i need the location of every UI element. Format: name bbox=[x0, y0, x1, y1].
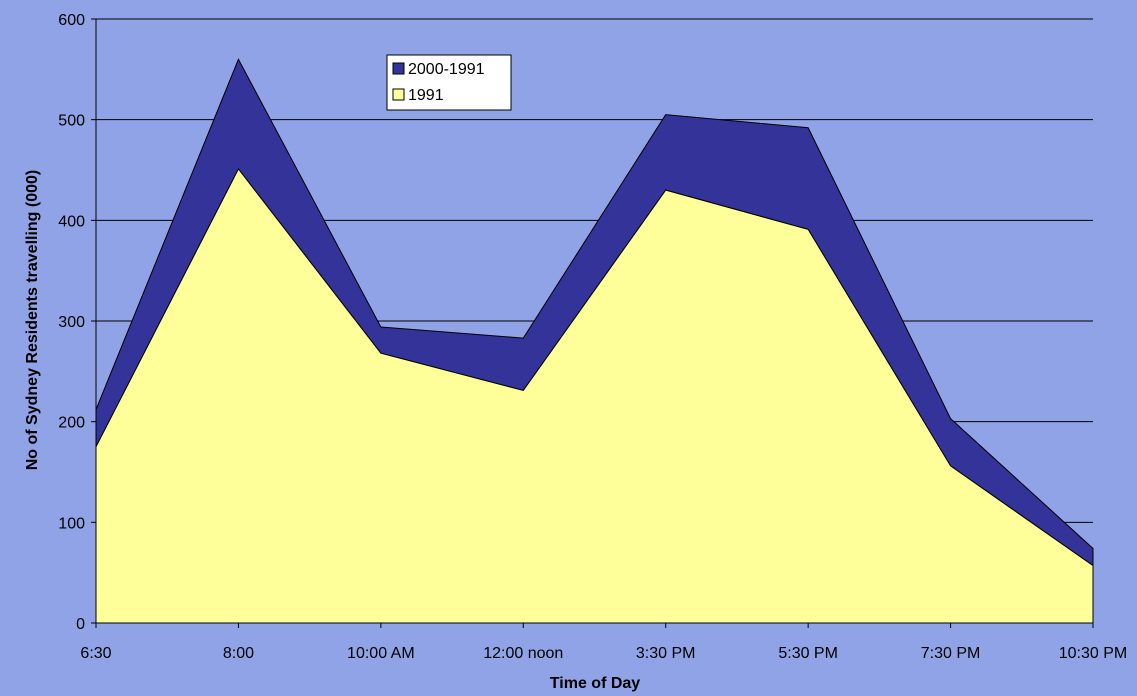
axes bbox=[91, 18, 1094, 628]
y-axis-title: No of Sydney Residents travelling (000) bbox=[24, 170, 41, 471]
legend-label-1991: 1991 bbox=[408, 87, 444, 104]
x-tick-label-7: 10:30 PM bbox=[1059, 645, 1127, 662]
tick-labels: 0 100 200 300 400 500 600 6:30 8:00 10:00 AM 12:00… bbox=[58, 12, 1127, 662]
legend: 2000-1991 1991 bbox=[386, 54, 512, 111]
areas bbox=[95, 58, 1094, 624]
x-tick-label-5: 5:30 PM bbox=[778, 645, 838, 662]
legend-box bbox=[386, 54, 512, 111]
x-tick-label-6: 7:30 PM bbox=[921, 645, 981, 662]
y-tick-label-0: 0 bbox=[76, 616, 85, 633]
x-tick-label-3: 12:00 noon bbox=[483, 645, 563, 662]
y-tick-label-200: 200 bbox=[58, 415, 85, 432]
y-tick-label-500: 500 bbox=[58, 113, 85, 130]
x-tick-label-4: 3:30 PM bbox=[636, 645, 696, 662]
x-tick-label-0: 6:30 bbox=[80, 645, 111, 662]
legend-label-2000-1991: 2000-1991 bbox=[408, 61, 485, 78]
x-tick-label-2: 10:00 AM bbox=[347, 645, 415, 662]
x-tick-label-1: 8:00 bbox=[223, 645, 254, 662]
y-tick-label-400: 400 bbox=[58, 213, 85, 230]
y-tick-label-100: 100 bbox=[58, 515, 85, 532]
legend-swatch-2000-1991 bbox=[392, 62, 405, 75]
y-tick-label-600: 600 bbox=[58, 12, 85, 29]
x-axis-title: Time of Day bbox=[550, 675, 641, 692]
y-tick-label-300: 300 bbox=[58, 314, 85, 331]
legend-swatch-1991 bbox=[392, 88, 405, 101]
